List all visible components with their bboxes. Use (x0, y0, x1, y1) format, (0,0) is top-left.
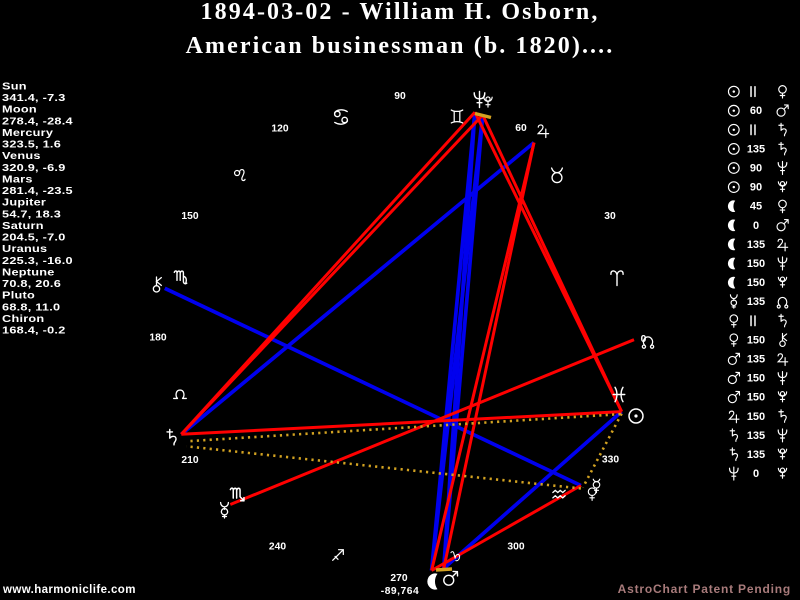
svg-text:135: 135 (747, 449, 765, 461)
svg-text:0: 0 (753, 220, 759, 232)
svg-text:300: 300 (507, 542, 524, 553)
svg-text:240: 240 (269, 542, 286, 553)
svg-text:Uranus: Uranus (2, 244, 47, 254)
svg-text:150: 150 (181, 211, 198, 222)
svg-text:-89,764: -89,764 (381, 586, 419, 597)
svg-text:150: 150 (747, 258, 765, 270)
svg-text:Sun: Sun (2, 82, 27, 92)
svg-text:90: 90 (750, 182, 762, 194)
svg-text:270: 270 (390, 573, 407, 584)
svg-text:135: 135 (747, 296, 765, 308)
svg-text:Moon: Moon (2, 105, 37, 115)
svg-text:Mercury: Mercury (2, 128, 54, 138)
svg-text:180: 180 (149, 333, 166, 344)
svg-text:278.4, -28.4: 278.4, -28.4 (2, 117, 73, 127)
svg-text:135: 135 (747, 354, 765, 366)
svg-text:60: 60 (750, 105, 762, 117)
svg-text:323.5, 1.6: 323.5, 1.6 (2, 140, 61, 150)
svg-text:135: 135 (747, 430, 765, 442)
svg-text:204.5, -7.0: 204.5, -7.0 (2, 233, 65, 243)
svg-text:341.4, -7.3: 341.4, -7.3 (2, 93, 65, 103)
svg-text:135: 135 (747, 143, 765, 155)
svg-text:Jupiter: Jupiter (2, 198, 46, 208)
svg-text:330: 330 (602, 455, 619, 466)
svg-text:150: 150 (747, 277, 765, 289)
svg-text:150: 150 (747, 373, 765, 385)
svg-text:Saturn: Saturn (2, 221, 44, 231)
svg-text:281.4, -23.5: 281.4, -23.5 (2, 186, 73, 196)
svg-text:45: 45 (750, 201, 762, 213)
svg-text:54.7, 18.3: 54.7, 18.3 (2, 209, 61, 219)
svg-text:Neptune: Neptune (2, 268, 55, 278)
svg-text:135: 135 (747, 239, 765, 251)
svg-text:150: 150 (747, 411, 765, 423)
svg-text:150: 150 (747, 334, 765, 346)
svg-text:90: 90 (394, 91, 406, 102)
svg-text:225.3, -16.0: 225.3, -16.0 (2, 256, 73, 266)
svg-text:70.8, 20.6: 70.8, 20.6 (2, 279, 61, 289)
svg-text:Venus: Venus (2, 151, 41, 161)
svg-text:Mars: Mars (2, 175, 33, 185)
svg-text:30: 30 (604, 211, 616, 222)
svg-text:0: 0 (753, 468, 759, 480)
svg-text:210: 210 (181, 455, 198, 466)
svg-text:60: 60 (515, 123, 527, 134)
svg-text:0: 0 (641, 334, 647, 345)
svg-text:168.4, -0.2: 168.4, -0.2 (2, 326, 65, 336)
svg-text:320.9, -6.9: 320.9, -6.9 (2, 163, 65, 173)
svg-text:150: 150 (747, 392, 765, 404)
svg-text:68.8, 11.0: 68.8, 11.0 (2, 302, 60, 312)
svg-text:120: 120 (271, 124, 288, 135)
svg-text:Chiron: Chiron (2, 314, 44, 324)
svg-text:90: 90 (750, 163, 762, 175)
svg-text:Pluto: Pluto (2, 291, 35, 301)
